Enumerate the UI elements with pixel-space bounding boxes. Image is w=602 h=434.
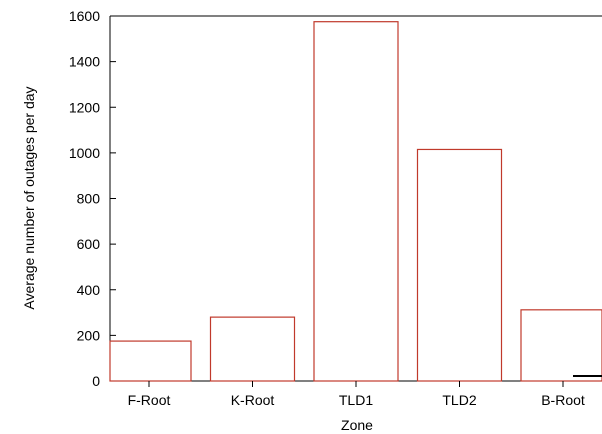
y-tick-label: 600 bbox=[77, 236, 101, 252]
y-tick-label: 1000 bbox=[69, 145, 100, 161]
x-tick-label: B-Root bbox=[541, 392, 585, 408]
y-tick-label: 1600 bbox=[69, 8, 100, 24]
y-tick-label: 0 bbox=[92, 373, 100, 389]
y-tick-label: 1200 bbox=[69, 99, 100, 115]
y-tick-label: 1400 bbox=[69, 54, 100, 70]
bar-tld2 bbox=[416, 148, 503, 382]
x-ticks: F-Root K-Root TLD1 TLD2 B-Root bbox=[128, 381, 585, 408]
bar-b-root bbox=[520, 309, 602, 382]
bar-f-root bbox=[109, 340, 192, 382]
y-axis-title: Average number of outages per day bbox=[21, 86, 37, 309]
x-axis-title: Zone bbox=[341, 417, 373, 433]
bar-k-root bbox=[209, 316, 296, 382]
x-tick-label: K-Root bbox=[231, 392, 275, 408]
y-ticks: 0 200 400 600 800 1000 1200 1400 1600 bbox=[69, 8, 116, 389]
bar-tld1 bbox=[313, 21, 399, 382]
plot-area bbox=[109, 15, 602, 382]
y-tick-label: 200 bbox=[77, 327, 101, 343]
x-tick-label: TLD2 bbox=[442, 392, 476, 408]
y-tick-label: 800 bbox=[77, 191, 101, 207]
y-tick-label: 400 bbox=[77, 282, 101, 298]
x-tick-label: F-Root bbox=[128, 392, 171, 408]
x-tick-label: TLD1 bbox=[339, 392, 373, 408]
bars bbox=[109, 21, 602, 382]
